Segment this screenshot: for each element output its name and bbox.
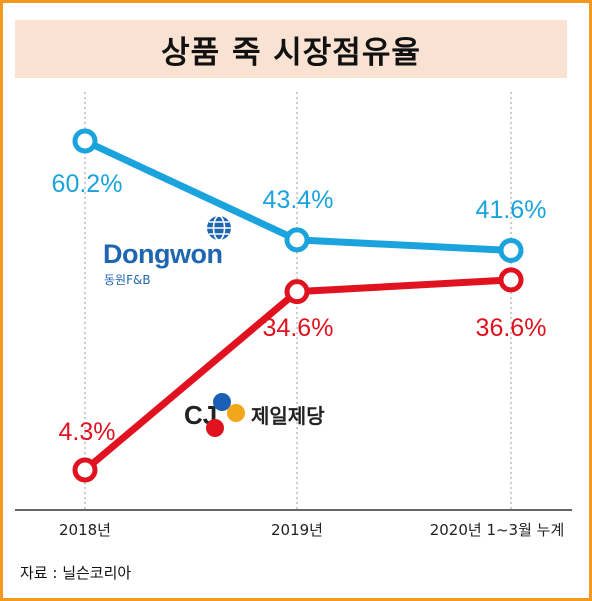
x-tick-label: 2020년 1~3월 누계	[430, 521, 565, 539]
x-axis-ticks: 2018년 2019년 2020년 1~3월 누계	[59, 521, 564, 539]
data-point	[72, 128, 98, 154]
x-tick-label: 2018년	[59, 521, 111, 539]
cj-sub-label: 제일제당	[251, 404, 325, 428]
data-point	[284, 227, 310, 253]
data-label: 60.2%	[52, 170, 123, 198]
data-label: 34.6%	[263, 314, 334, 342]
source-note: 자료 : 닐슨코리아	[20, 564, 132, 582]
cj-logo: CJ 제일제당	[184, 393, 325, 437]
dongwon-wordmark: Dongwon	[103, 239, 222, 269]
chart-title: 상품 죽 시장점유율	[161, 34, 421, 71]
dongwon-logo: Dongwon 동원F&B	[103, 215, 231, 287]
data-point	[498, 237, 524, 263]
data-label: 43.4%	[263, 186, 334, 214]
data-point	[284, 279, 310, 305]
data-point	[498, 267, 524, 293]
data-point	[72, 457, 98, 483]
x-tick-label: 2019년	[271, 521, 323, 539]
data-label: 41.6%	[476, 196, 547, 224]
data-label: 36.6%	[476, 314, 547, 342]
cj-petals-icon	[206, 393, 245, 437]
title-banner: 상품 죽 시장점유율	[15, 20, 567, 78]
series-line-1	[82, 276, 512, 473]
data-label: 4.3%	[59, 418, 116, 446]
globe-icon	[207, 215, 231, 241]
series-layer: 60.2% 43.4% 41.6% 4.3% 34.6% 36.6%	[52, 128, 547, 483]
dongwon-sub-label: 동원F&B	[104, 273, 151, 287]
